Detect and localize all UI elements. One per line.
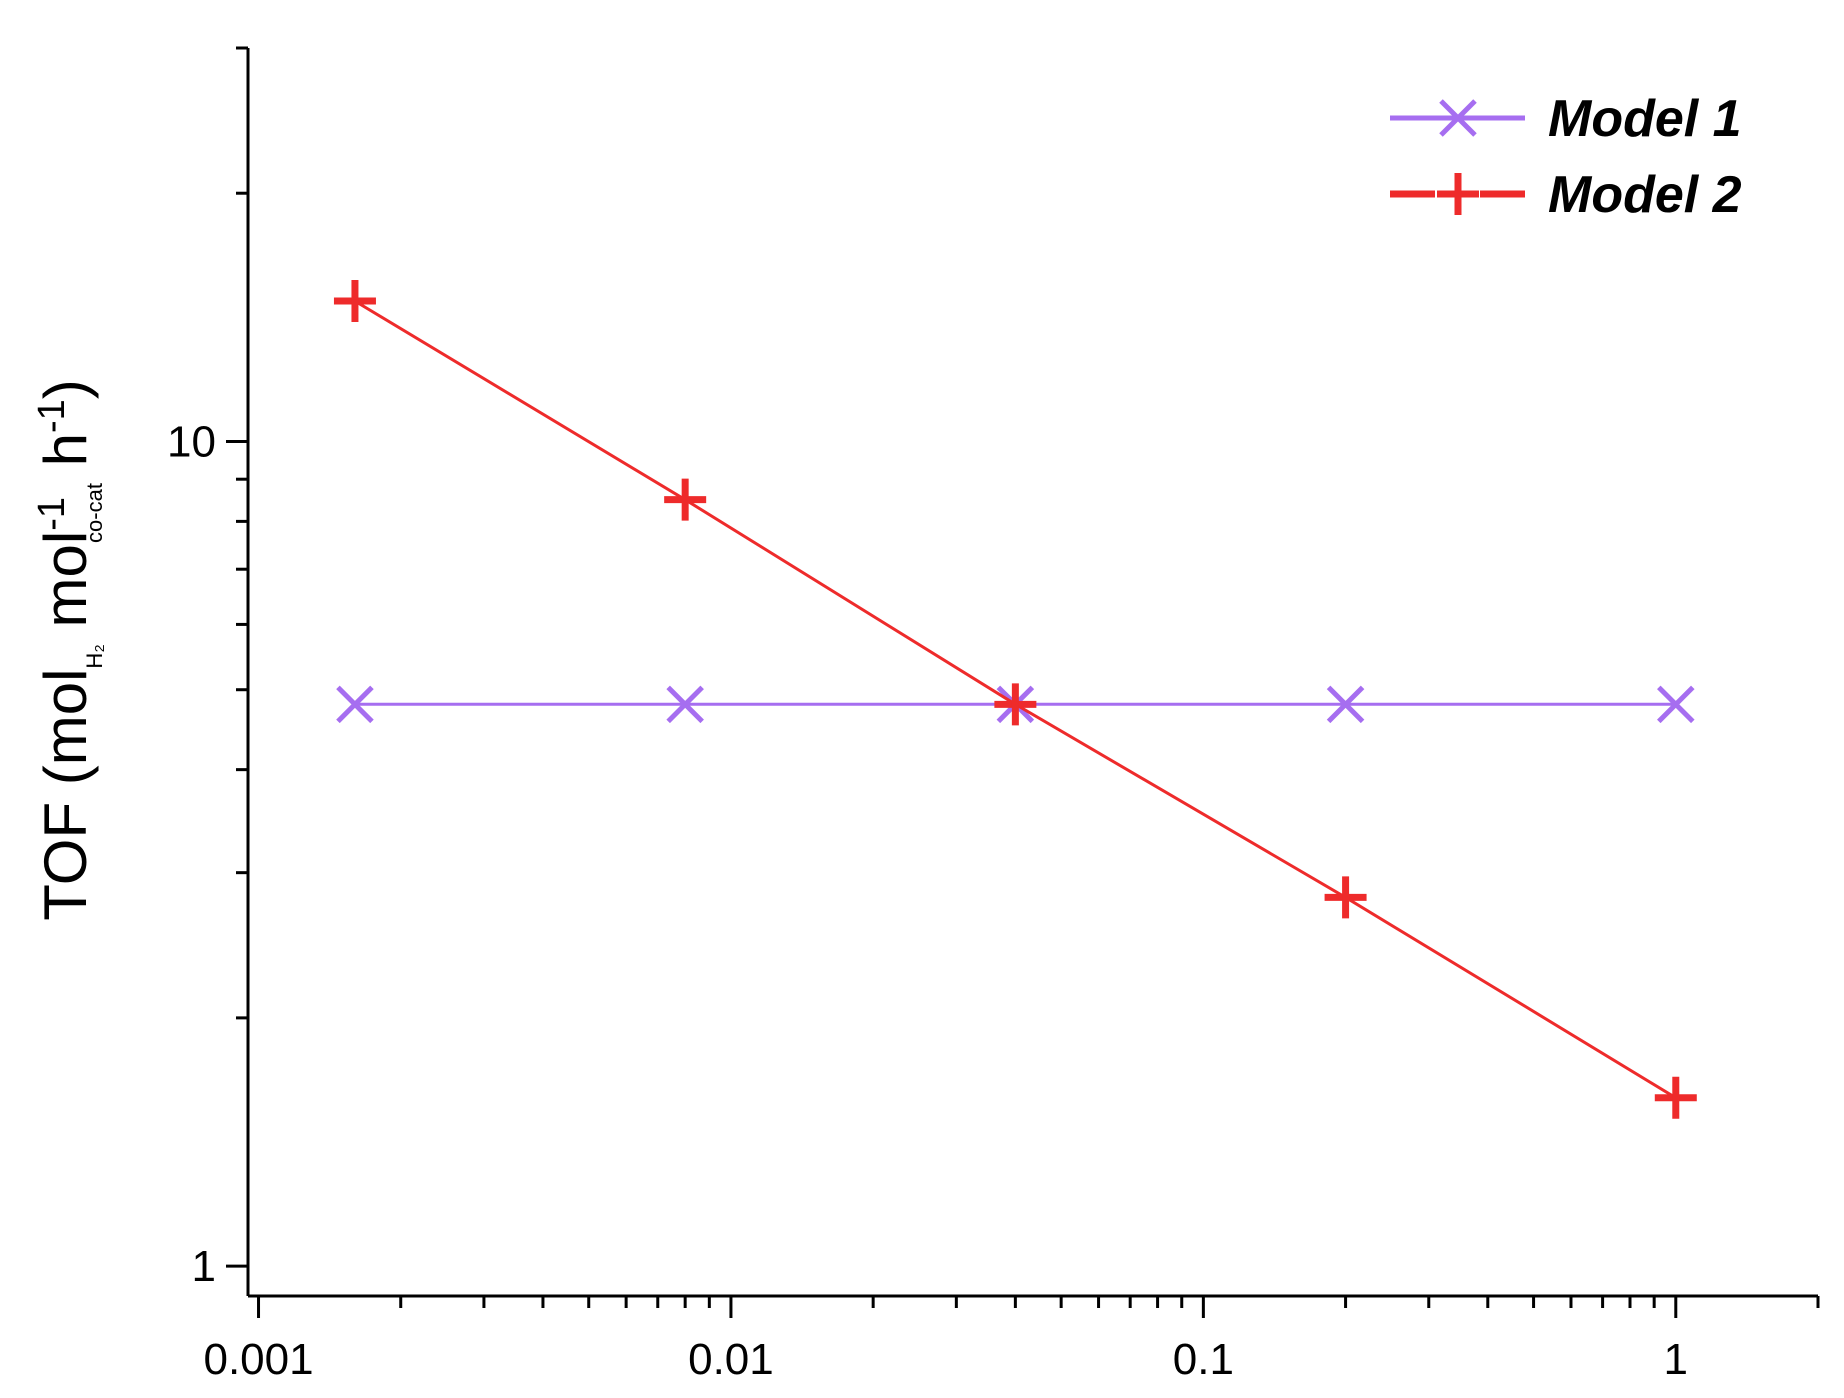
y-axis-title-sup-2: -1 — [31, 399, 73, 433]
data-point — [666, 685, 704, 724]
legend-item-1: Model 1 — [1390, 90, 1742, 148]
x-tick-label: 0.001 — [203, 1335, 313, 1384]
plot-series — [333, 280, 1697, 1119]
y-axis-title-suffix: ) — [32, 379, 99, 399]
data-point — [1657, 685, 1695, 724]
data-point — [664, 478, 707, 521]
legend-label: Model 1 — [1548, 90, 1742, 148]
data-point — [1326, 685, 1365, 724]
series-2 — [333, 280, 1697, 1119]
legend: Model 1 Model 2 — [1390, 90, 1742, 224]
data-point — [336, 685, 374, 724]
axes: 0.001 0.01 0.1 1 1 10 — [167, 46, 1820, 1384]
y-tick-label: 1 — [192, 1242, 216, 1291]
data-point — [333, 280, 376, 323]
y-axis-title: TOF (molH₂ mol-1 co-cat h-1) — [31, 379, 107, 921]
y-axis-title-sub-h2: H₂ — [82, 644, 107, 668]
data-point — [994, 683, 1037, 726]
data-point — [1654, 1076, 1697, 1119]
y-axis-title-mid2: h — [32, 433, 99, 483]
data-point — [1324, 876, 1367, 919]
y-axis-title-prefix: TOF (mol — [32, 669, 99, 921]
legend-marker — [1437, 173, 1479, 215]
x-tick-label: 0.01 — [688, 1335, 774, 1384]
legend-item-2: Model 2 — [1390, 166, 1742, 224]
y-axis-title-sub-cocat: co-cat — [82, 483, 107, 543]
y-axis-title-mid: mol — [32, 531, 99, 644]
y-axis-title-sup-1: -1 — [31, 497, 73, 531]
svg-text:TOF (molH₂ mol-1co-cat h-1): TOF (molH₂ mol-1 co-cat h-1) — [31, 379, 107, 921]
legend-label: Model 2 — [1548, 166, 1742, 224]
x-tick-label: 1 — [1664, 1335, 1688, 1384]
legend-marker — [1439, 99, 1477, 137]
y-tick-label: 10 — [167, 417, 216, 466]
x-tick-label: 0.1 — [1173, 1335, 1234, 1384]
